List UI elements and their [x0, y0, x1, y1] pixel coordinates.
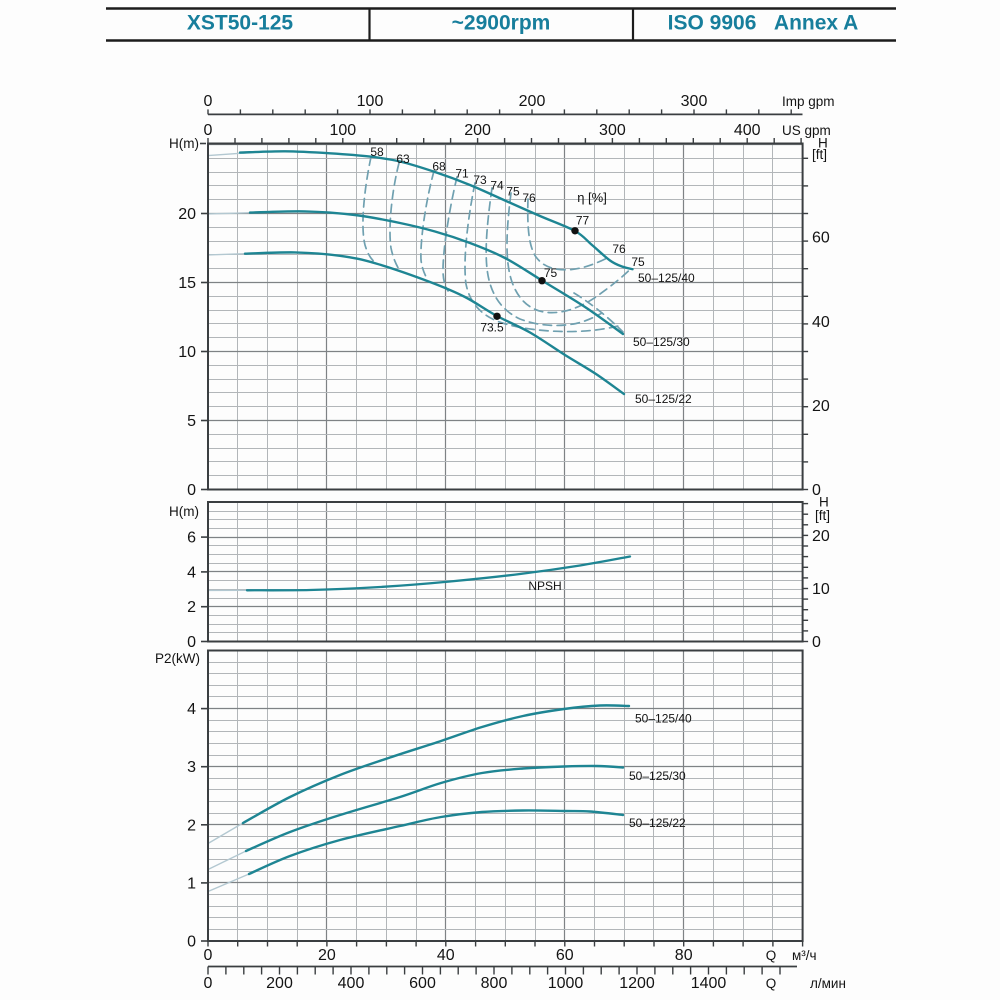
- svg-text:0: 0: [204, 93, 213, 110]
- svg-text:50–125/40: 50–125/40: [638, 271, 695, 285]
- svg-text:60: 60: [556, 947, 574, 964]
- svg-text:H(m): H(m): [169, 504, 199, 519]
- svg-text:л/мин: л/мин: [810, 976, 846, 991]
- svg-text:H(m): H(m): [169, 136, 199, 151]
- svg-text:4: 4: [187, 701, 196, 718]
- svg-text:0: 0: [812, 482, 821, 499]
- svg-text:200: 200: [464, 122, 491, 139]
- svg-text:~2900rpm: ~2900rpm: [452, 12, 551, 35]
- svg-text:77: 77: [576, 214, 590, 228]
- svg-text:4: 4: [187, 564, 196, 581]
- svg-text:US gpm: US gpm: [782, 123, 831, 138]
- svg-text:800: 800: [481, 975, 508, 992]
- svg-text:75: 75: [506, 185, 520, 199]
- svg-text:15: 15: [178, 275, 196, 292]
- svg-text:50–125/22: 50–125/22: [629, 816, 686, 830]
- svg-text:3: 3: [187, 759, 196, 776]
- svg-text:10: 10: [178, 344, 196, 361]
- svg-text:20: 20: [178, 206, 196, 223]
- svg-text:200: 200: [519, 93, 546, 110]
- svg-text:H: H: [819, 495, 829, 510]
- svg-text:58: 58: [370, 145, 384, 159]
- svg-text:2: 2: [187, 817, 196, 834]
- svg-text:63: 63: [396, 152, 410, 166]
- svg-text:0: 0: [204, 122, 213, 139]
- svg-text:400: 400: [734, 122, 761, 139]
- svg-text:68: 68: [432, 160, 446, 174]
- svg-text:50–125/22: 50–125/22: [635, 392, 692, 406]
- svg-text:м³/ч: м³/ч: [792, 948, 817, 963]
- svg-text:0: 0: [204, 947, 213, 964]
- svg-text:10: 10: [812, 581, 830, 598]
- svg-text:50–125/30: 50–125/30: [633, 335, 690, 349]
- svg-text:600: 600: [409, 975, 436, 992]
- svg-text:80: 80: [675, 947, 693, 964]
- svg-text:76: 76: [612, 242, 626, 256]
- svg-text:5: 5: [187, 413, 196, 430]
- svg-text:400: 400: [338, 975, 365, 992]
- svg-text:20: 20: [318, 947, 336, 964]
- svg-text:XST50-125: XST50-125: [187, 12, 294, 35]
- svg-text:200: 200: [266, 975, 293, 992]
- svg-text:0: 0: [187, 934, 196, 951]
- svg-text:Imp gpm: Imp gpm: [782, 94, 835, 109]
- svg-text:1000: 1000: [548, 975, 584, 992]
- svg-text:1: 1: [187, 875, 196, 892]
- svg-text:[ft]: [ft]: [815, 508, 830, 523]
- svg-text:100: 100: [329, 122, 356, 139]
- svg-text:ISO 9906 Annex A: ISO 9906 Annex A: [668, 12, 859, 35]
- svg-text:Q: Q: [766, 976, 777, 991]
- svg-text:75: 75: [631, 255, 645, 269]
- svg-text:0: 0: [187, 482, 196, 499]
- svg-text:74: 74: [490, 179, 504, 193]
- svg-text:η [%]: η [%]: [577, 190, 607, 205]
- svg-text:20: 20: [812, 398, 830, 415]
- svg-text:0: 0: [204, 975, 213, 992]
- svg-text:73: 73: [473, 173, 487, 187]
- svg-text:60: 60: [812, 230, 830, 247]
- svg-text:[ft]: [ft]: [812, 147, 827, 162]
- svg-text:1400: 1400: [691, 975, 727, 992]
- svg-text:NPSH: NPSH: [528, 579, 561, 593]
- svg-text:0: 0: [187, 634, 196, 651]
- svg-text:71: 71: [455, 167, 469, 181]
- svg-text:Q: Q: [766, 948, 777, 963]
- svg-text:0: 0: [812, 634, 821, 651]
- svg-text:20: 20: [812, 528, 830, 545]
- svg-text:100: 100: [357, 93, 384, 110]
- svg-text:300: 300: [681, 93, 708, 110]
- svg-text:H: H: [818, 136, 828, 151]
- svg-text:75: 75: [544, 266, 558, 280]
- svg-text:1200: 1200: [619, 975, 655, 992]
- svg-text:76: 76: [522, 191, 536, 205]
- svg-text:50–125/30: 50–125/30: [629, 769, 686, 783]
- svg-text:300: 300: [599, 122, 626, 139]
- svg-text:40: 40: [812, 314, 830, 331]
- svg-text:50–125/40: 50–125/40: [635, 712, 692, 726]
- svg-text:P2(kW): P2(kW): [155, 651, 200, 666]
- svg-text:73.5: 73.5: [480, 321, 504, 335]
- svg-text:6: 6: [187, 530, 196, 547]
- svg-text:2: 2: [187, 599, 196, 616]
- svg-text:40: 40: [437, 947, 455, 964]
